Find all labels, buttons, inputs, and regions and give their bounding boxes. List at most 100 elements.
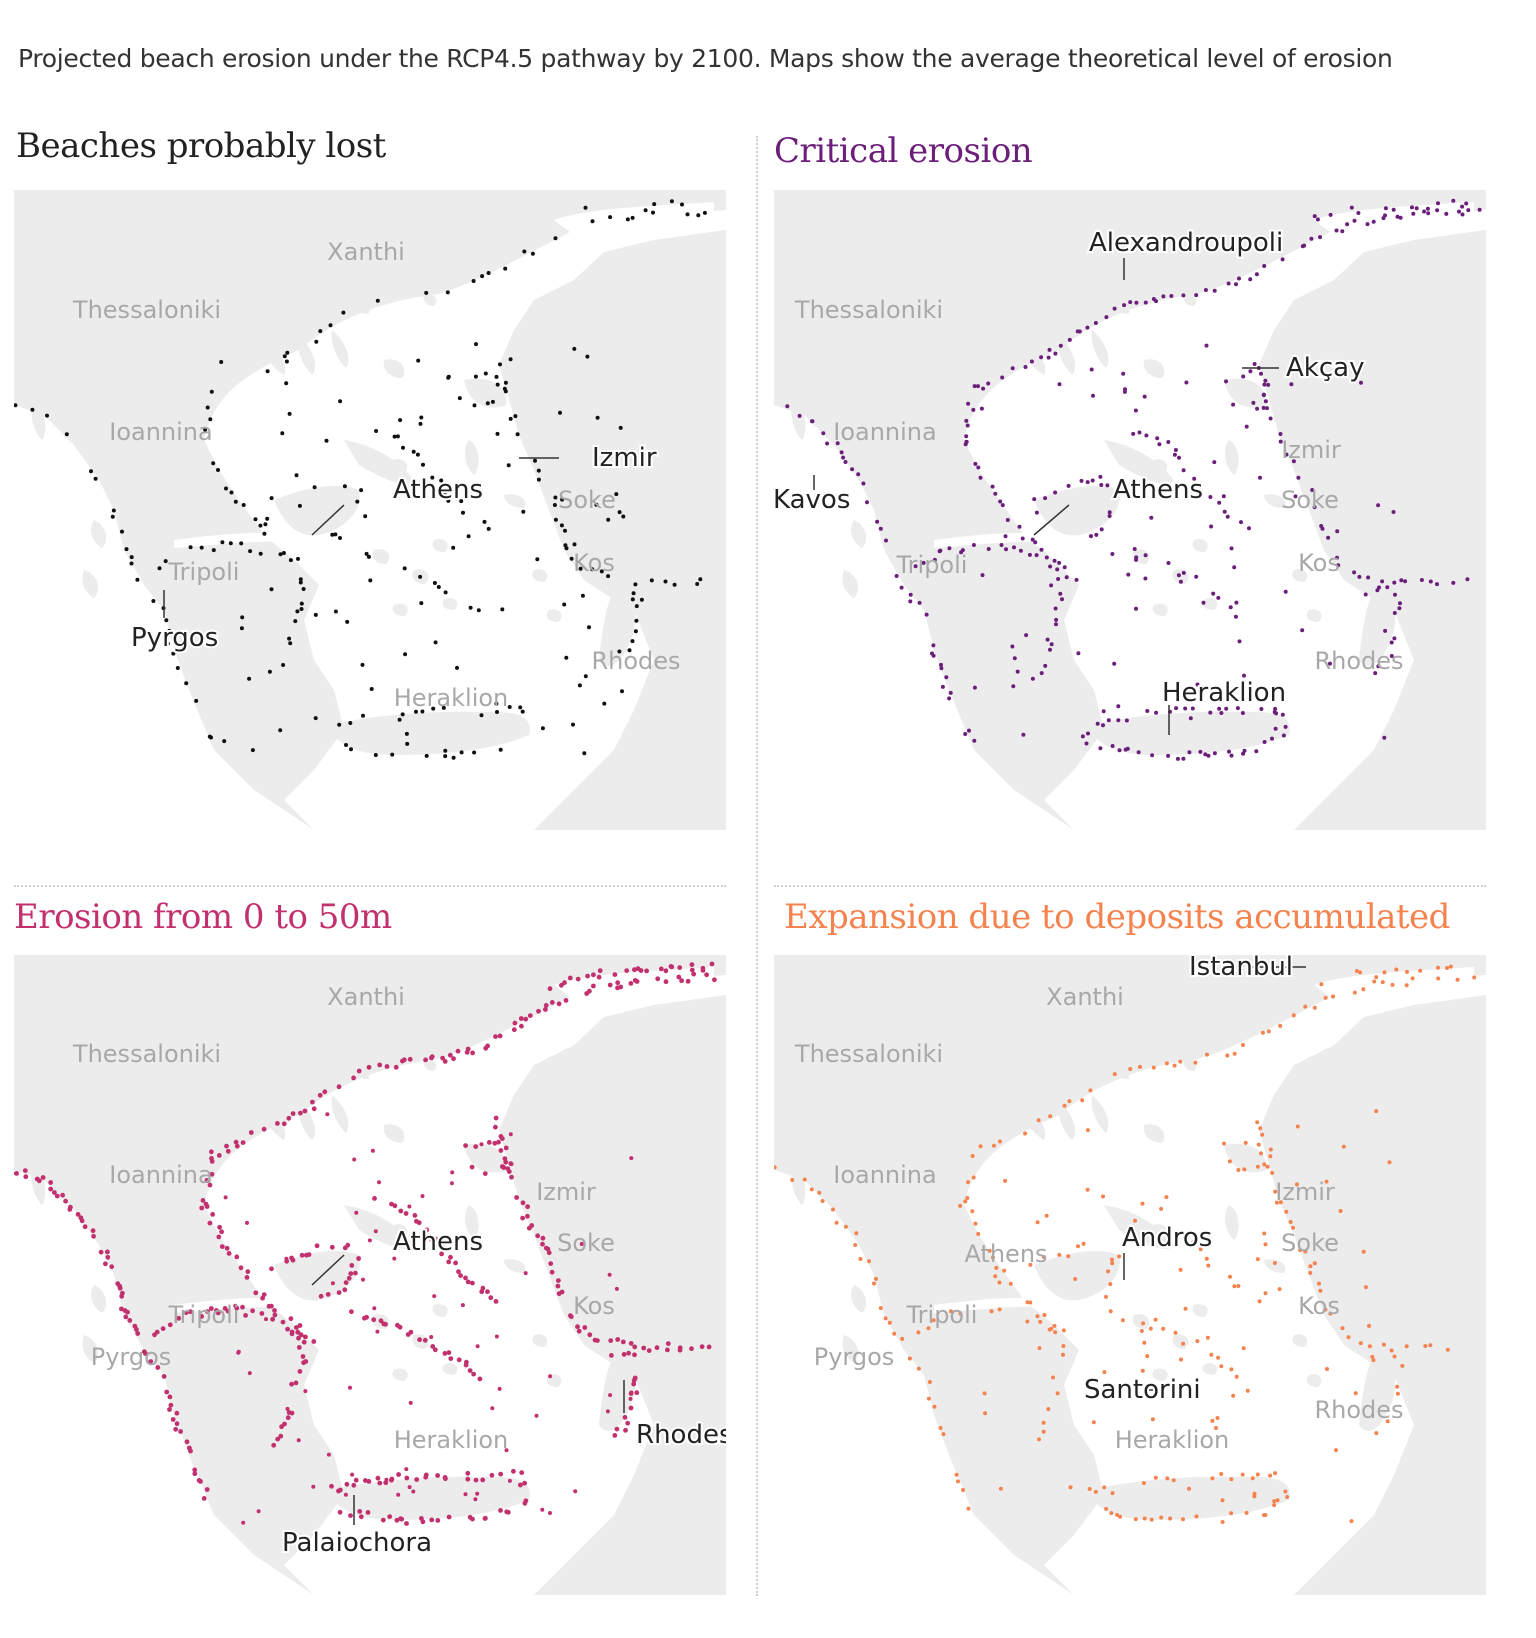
- erosion-dot: [459, 499, 464, 504]
- erosion-dot: [1134, 557, 1138, 562]
- island: [1306, 609, 1322, 622]
- erosion-dot: [1041, 1420, 1046, 1425]
- erosion-dot: [223, 1195, 228, 1200]
- erosion-dot: [1157, 442, 1162, 447]
- erosion-dot: [631, 591, 636, 596]
- erosion-dot: [312, 485, 317, 490]
- erosion-dot: [1252, 1494, 1257, 1499]
- erosion-dot: [463, 1143, 468, 1148]
- erosion-dot: [417, 1337, 422, 1343]
- erosion-dot: [931, 643, 936, 648]
- erosion-dot: [1085, 480, 1090, 485]
- erosion-dot: [594, 502, 599, 507]
- erosion-dot: [250, 1308, 256, 1314]
- erosion-dot: [188, 545, 193, 550]
- vertical-divider: [756, 136, 758, 1596]
- erosion-dot: [1256, 1142, 1261, 1147]
- erosion-dot: [1011, 684, 1016, 689]
- erosion-dot: [1349, 1519, 1354, 1524]
- erosion-dot: [367, 1238, 372, 1243]
- erosion-dot: [1005, 518, 1010, 522]
- erosion-dot: [1110, 1257, 1114, 1262]
- erosion-dot: [285, 1406, 290, 1411]
- erosion-dot: [1404, 983, 1409, 988]
- erosion-dot: [378, 1318, 384, 1324]
- erosion-dot: [258, 551, 263, 556]
- erosion-dot: [976, 465, 981, 470]
- erosion-dot: [1217, 500, 1222, 505]
- erosion-dot: [348, 1513, 353, 1518]
- erosion-dot: [993, 1274, 998, 1279]
- city-label: Tripoli: [168, 1301, 240, 1329]
- erosion-dot: [620, 1339, 626, 1345]
- erosion-dot: [1077, 329, 1082, 334]
- erosion-dot: [596, 974, 602, 980]
- erosion-dot: [1268, 416, 1273, 421]
- erosion-dot: [1268, 1473, 1273, 1478]
- erosion-dot: [311, 1484, 316, 1489]
- panel-title-beaches-lost: Beaches probably lost: [16, 126, 386, 166]
- erosion-dot: [1302, 243, 1307, 248]
- erosion-dot: [1178, 579, 1183, 584]
- erosion-dot: [398, 1208, 404, 1214]
- erosion-dot: [1203, 288, 1208, 292]
- erosion-dot: [571, 722, 575, 727]
- erosion-dot: [1093, 1489, 1098, 1494]
- erosion-dot: [1392, 636, 1397, 641]
- erosion-dot: [917, 600, 922, 605]
- erosion-dot: [1193, 1060, 1198, 1065]
- erosion-dot: [1024, 633, 1029, 638]
- erosion-dot: [129, 561, 134, 566]
- erosion-dot: [1214, 1426, 1218, 1430]
- island: [842, 1335, 859, 1363]
- erosion-dot: [680, 202, 684, 207]
- erosion-dot: [226, 1251, 232, 1256]
- erosion-dot: [1425, 206, 1430, 211]
- erosion-dot: [547, 986, 553, 992]
- erosion-dot: [344, 1481, 350, 1487]
- erosion-dot: [1183, 1306, 1188, 1311]
- erosion-dot: [358, 1514, 364, 1520]
- erosion-dot: [1377, 585, 1381, 590]
- city-label: Izmir: [1281, 436, 1341, 464]
- city-label-highlight: Athens: [1113, 475, 1203, 505]
- erosion-dot: [1318, 235, 1322, 240]
- erosion-dot: [1240, 1472, 1245, 1477]
- erosion-dot: [1043, 496, 1048, 501]
- erosion-dot: [1428, 1343, 1433, 1348]
- erosion-dot: [322, 1089, 328, 1095]
- erosion-dot: [1110, 552, 1115, 556]
- erosion-dot: [419, 601, 424, 606]
- city-label: Rhodes: [1314, 647, 1403, 675]
- erosion-dot: [415, 452, 420, 457]
- erosion-dot: [1030, 537, 1035, 542]
- erosion-dot: [314, 1243, 320, 1249]
- erosion-dot: [1028, 1262, 1033, 1267]
- erosion-dot: [1341, 1144, 1346, 1149]
- island: [1292, 569, 1308, 582]
- erosion-dot: [1153, 1317, 1158, 1322]
- erosion-dot: [994, 1265, 999, 1270]
- erosion-dot: [548, 1261, 554, 1266]
- erosion-dot: [585, 973, 590, 979]
- erosion-dot: [1445, 966, 1449, 970]
- erosion-dot: [606, 517, 611, 522]
- erosion-dot: [1231, 1393, 1236, 1398]
- erosion-dot: [618, 984, 624, 990]
- island: [1192, 1304, 1208, 1317]
- erosion-dot: [1030, 676, 1035, 681]
- erosion-dot: [1261, 393, 1266, 398]
- erosion-dot: [573, 1489, 578, 1494]
- erosion-dot: [241, 1520, 246, 1525]
- erosion-dot: [278, 728, 283, 733]
- erosion-dot: [495, 382, 500, 387]
- erosion-dot: [1099, 527, 1104, 532]
- erosion-dot: [363, 514, 368, 519]
- erosion-dot: [1174, 706, 1179, 711]
- erosion-dot: [1403, 579, 1408, 584]
- island: [1113, 299, 1131, 314]
- erosion-dot: [1444, 211, 1449, 216]
- erosion-dot: [1284, 452, 1289, 457]
- erosion-dot: [1159, 1206, 1164, 1211]
- erosion-dot: [408, 1329, 414, 1335]
